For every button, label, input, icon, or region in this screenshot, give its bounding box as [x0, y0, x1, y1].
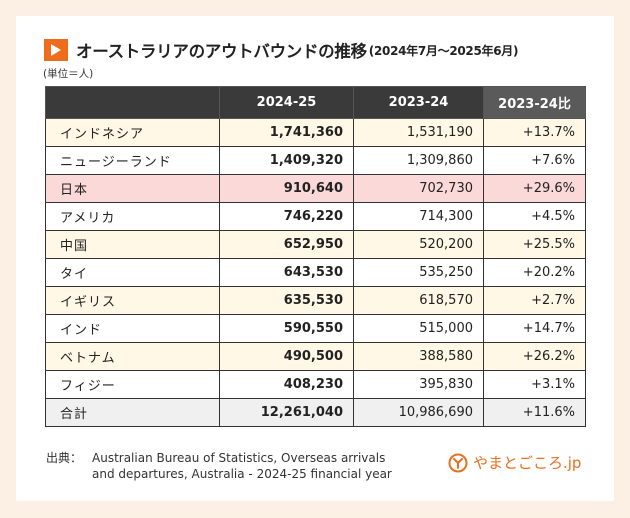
- value-previous: 535,250: [353, 258, 484, 287]
- value-current: 643,530: [219, 258, 354, 287]
- source-label: 出典：: [46, 451, 83, 465]
- table-row: 中国 652,950 520,200 +25.5%: [45, 230, 586, 259]
- value-ratio: +14.7%: [483, 314, 586, 343]
- country-name: ベトナム: [45, 342, 220, 371]
- value-ratio: +29.6%: [483, 174, 586, 203]
- brand-logo: やまとごころ.jp: [448, 452, 581, 473]
- table-row: インド 590,550 515,000 +14.7%: [45, 314, 586, 343]
- value-previous: 395,830: [353, 370, 484, 399]
- value-ratio: +25.5%: [483, 230, 586, 259]
- col-header-current: 2024-25: [219, 86, 354, 119]
- value-ratio: +3.1%: [483, 370, 586, 399]
- country-name: 中国: [45, 230, 220, 259]
- total-ratio: +11.6%: [483, 398, 586, 427]
- play-icon: [44, 39, 68, 61]
- country-name: インド: [45, 314, 220, 343]
- source-note: 出典： Australian Bureau of Statistics, Ove…: [46, 450, 392, 482]
- value-ratio: +4.5%: [483, 202, 586, 231]
- country-name: タイ: [45, 258, 220, 287]
- country-name: ニュージーランド: [45, 146, 220, 175]
- country-name: フィジー: [45, 370, 220, 399]
- value-previous: 515,000: [353, 314, 484, 343]
- total-label: 合計: [45, 398, 220, 427]
- logo-mark-icon: [448, 453, 468, 472]
- value-previous: 702,730: [353, 174, 484, 203]
- value-current: 1,741,360: [219, 118, 354, 147]
- value-current: 1,409,320: [219, 146, 354, 175]
- page-subtitle: (2024年7月～2025年6月): [368, 43, 519, 58]
- country-name: イギリス: [45, 286, 220, 315]
- value-previous: 1,531,190: [353, 118, 484, 147]
- value-current: 635,530: [219, 286, 354, 315]
- table-header-row: 2024-25 2023-24 2023-24比: [45, 86, 586, 119]
- country-name: アメリカ: [45, 202, 220, 231]
- total-current: 12,261,040: [219, 398, 354, 427]
- value-current: 910,640: [219, 174, 354, 203]
- source-line-1: Australian Bureau of Statistics, Oversea…: [92, 451, 386, 465]
- value-ratio: +26.2%: [483, 342, 586, 371]
- value-current: 746,220: [219, 202, 354, 231]
- table-row: ニュージーランド 1,409,320 1,309,860 +7.6%: [45, 146, 586, 175]
- col-header-previous: 2023-24: [353, 86, 484, 119]
- value-ratio: +20.2%: [483, 258, 586, 287]
- country-name: 日本: [45, 174, 220, 203]
- logo-text: やまとごころ.jp: [473, 454, 582, 472]
- col-header-name: [45, 86, 220, 119]
- value-previous: 714,300: [353, 202, 484, 231]
- source-line-2: and departures, Australia - 2024-25 fina…: [92, 467, 392, 481]
- card: オーストラリアのアウトバウンドの推移 (2024年7月～2025年6月) (単位…: [16, 16, 614, 501]
- value-ratio: +2.7%: [483, 286, 586, 315]
- value-current: 590,550: [219, 314, 354, 343]
- value-previous: 618,570: [353, 286, 484, 315]
- table-row: フィジー 408,230 395,830 +3.1%: [45, 370, 586, 399]
- source-text: Australian Bureau of Statistics, Oversea…: [92, 450, 392, 482]
- table-total-row: 合計 12,261,040 10,986,690 +11.6%: [45, 398, 586, 427]
- table-row: タイ 643,530 535,250 +20.2%: [45, 258, 586, 287]
- value-current: 490,500: [219, 342, 354, 371]
- total-previous: 10,986,690: [353, 398, 484, 427]
- title-row: オーストラリアのアウトバウンドの推移 (2024年7月～2025年6月): [44, 38, 518, 62]
- table-row: イギリス 635,530 618,570 +2.7%: [45, 286, 586, 315]
- value-ratio: +13.7%: [483, 118, 586, 147]
- table-row: ベトナム 490,500 388,580 +26.2%: [45, 342, 586, 371]
- value-current: 652,950: [219, 230, 354, 259]
- unit-note: (単位＝人): [43, 68, 94, 80]
- table-row-highlighted: 日本 910,640 702,730 +29.6%: [45, 174, 586, 203]
- value-previous: 1,309,860: [353, 146, 484, 175]
- value-current: 408,230: [219, 370, 354, 399]
- value-previous: 388,580: [353, 342, 484, 371]
- table-row: インドネシア 1,741,360 1,531,190 +13.7%: [45, 118, 586, 147]
- col-header-ratio: 2023-24比: [483, 86, 586, 119]
- country-name: インドネシア: [45, 118, 220, 147]
- page-title: オーストラリアのアウトバウンドの推移: [76, 42, 367, 61]
- value-previous: 520,200: [353, 230, 484, 259]
- value-ratio: +7.6%: [483, 146, 586, 175]
- table-row: アメリカ 746,220 714,300 +4.5%: [45, 202, 586, 231]
- outbound-table: 2024-25 2023-24 2023-24比 インドネシア 1,741,36…: [45, 86, 586, 427]
